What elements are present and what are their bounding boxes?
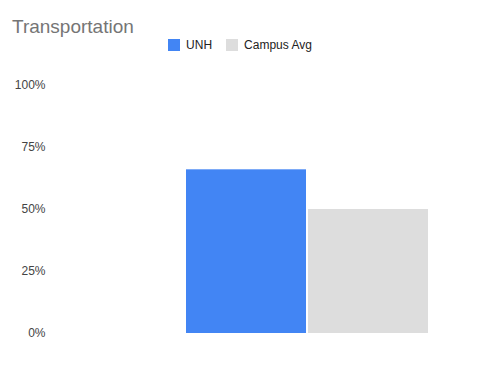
svg-text:75%: 75% [21,140,45,154]
html-text:Campus Avg: Campus Avg [244,38,312,52]
svg-text:100%: 100% [15,78,46,92]
svg-text:50%: 50% [21,202,45,216]
html-text:UNH: UNH [186,38,213,52]
svg-text:0%: 0% [28,326,46,340]
svg-text:25%: 25% [21,264,45,278]
html-text:Transportation: Transportation [12,16,134,37]
